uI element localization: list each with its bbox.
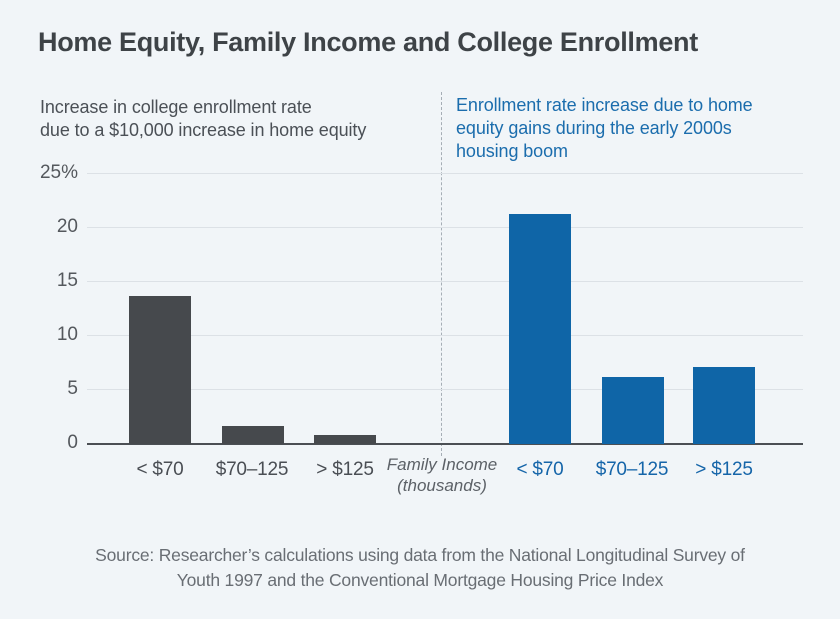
source-line-1: Source: Researcher’s calculations using … — [95, 545, 745, 565]
y-tick-0: 0 — [67, 432, 78, 453]
bar-boom-over-125 — [693, 367, 755, 444]
gridline-20 — [87, 227, 803, 228]
bar-boom-under-70 — [509, 213, 571, 444]
x-axis-title-line-2: (thousands) — [397, 476, 487, 495]
source-note: Source: Researcher’s calculations using … — [40, 543, 800, 593]
x-label-right-70-125: $70–125 — [595, 459, 669, 480]
x-label-right-over-125: > $125 — [695, 459, 753, 480]
x-label-left-70-125: $70–125 — [215, 459, 289, 480]
left-series-annotation: Increase in college enrollment rate due … — [40, 96, 410, 142]
y-tick-5: 5 — [67, 378, 78, 399]
left-annotation-line-1: Increase in college enrollment rate — [40, 97, 312, 117]
x-label-left-under-70: < $70 — [136, 459, 184, 480]
x-label-left-over-125: > $125 — [316, 459, 374, 480]
y-tick-25: 25% — [39, 162, 78, 183]
bar-equity-70-125 — [222, 425, 284, 444]
right-series-annotation: Enrollment rate increase due to home equ… — [456, 94, 796, 163]
source-line-2: Youth 1997 and the Conventional Mortgage… — [176, 570, 664, 590]
left-annotation-line-2: due to a $10,000 increase in home equity — [40, 120, 367, 140]
bar-equity-under-70 — [129, 295, 191, 444]
x-axis-line — [87, 443, 803, 445]
gridline-5 — [87, 389, 803, 390]
x-axis-title-line-1: Family Income — [386, 455, 498, 474]
chart-title: Home Equity, Family Income and College E… — [38, 27, 698, 57]
bar-equity-over-125 — [314, 435, 376, 444]
x-axis-title: Family Income (thousands) — [352, 454, 532, 496]
bar-boom-70-125 — [602, 376, 664, 444]
right-annotation-line-2: equity gains during the early 2000s — [456, 118, 732, 138]
gridline-10 — [87, 335, 803, 336]
right-annotation-line-3: housing boom — [456, 141, 568, 161]
dashed-group-divider — [441, 92, 442, 456]
y-tick-15: 15 — [56, 270, 78, 291]
gridline-25 — [87, 173, 803, 174]
gridline-15 — [87, 281, 803, 282]
y-tick-20: 20 — [56, 216, 78, 237]
x-label-right-under-70: < $70 — [516, 459, 564, 480]
right-annotation-line-1: Enrollment rate increase due to home — [456, 95, 753, 115]
y-tick-10: 10 — [56, 324, 78, 345]
